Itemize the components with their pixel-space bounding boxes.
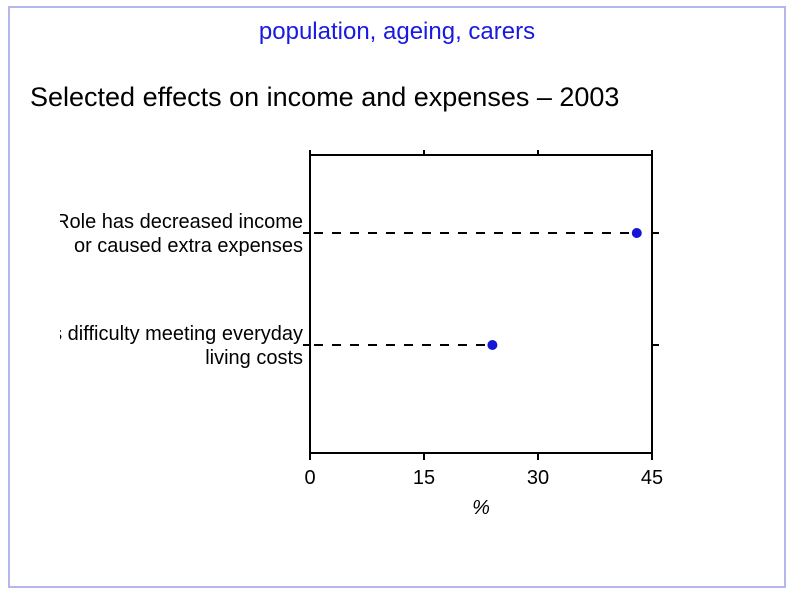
category-label: living costs <box>205 347 303 369</box>
category-label: Has difficulty meeting everyday <box>60 323 303 345</box>
dot-chart: 0 15 30 45% Role has decreased incomeor caus… <box>60 150 700 530</box>
subtitle-text: Selected effects on income and expenses … <box>30 82 770 113</box>
header-text: population, ageing, carers <box>0 18 794 46</box>
x-tick-label: 30 <box>527 467 549 489</box>
x-tick-label: 0 <box>304 467 315 489</box>
category-label: Role has decreased income <box>60 211 303 233</box>
x-tick-label: 45 <box>641 467 663 489</box>
data-point <box>487 340 497 350</box>
data-point <box>632 228 642 238</box>
x-tick-label: 15 <box>413 467 435 489</box>
category-label: or caused extra expenses <box>74 235 303 257</box>
x-axis-label: % <box>472 497 490 519</box>
